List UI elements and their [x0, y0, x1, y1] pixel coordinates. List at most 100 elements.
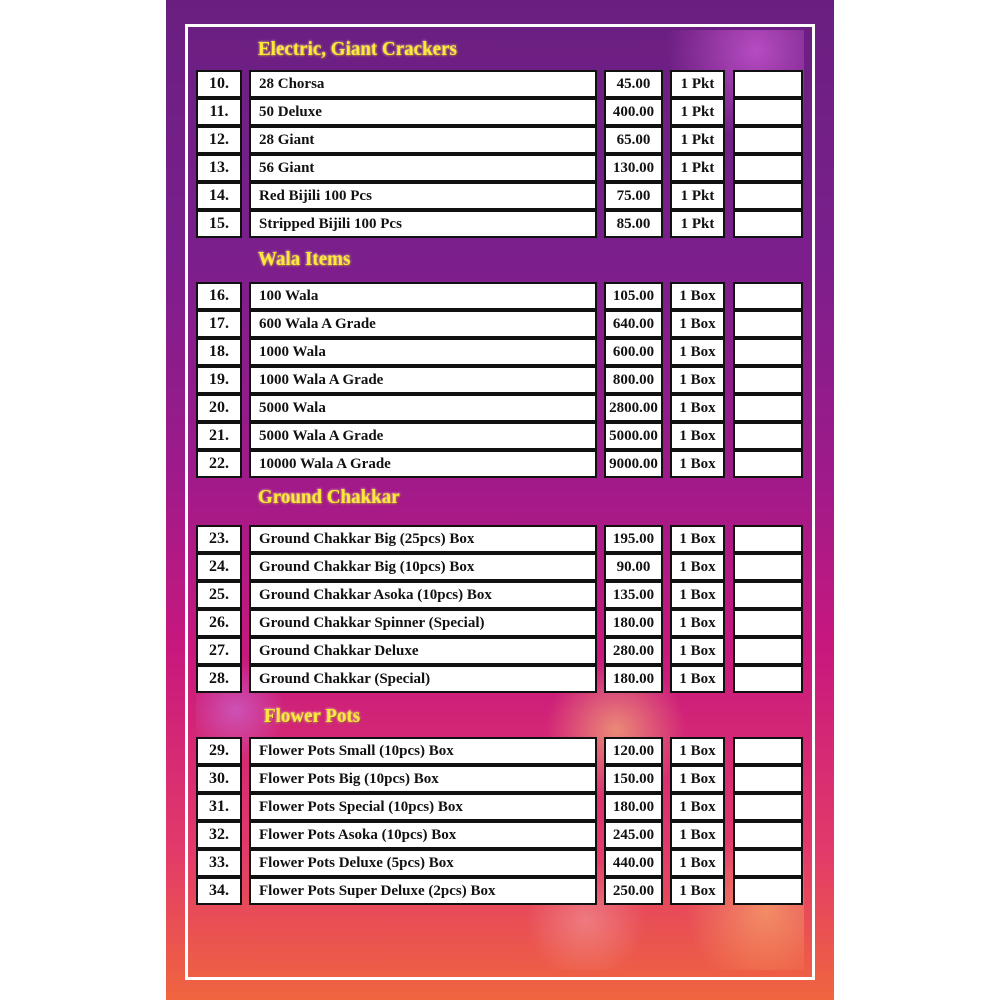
- item-number: 34.: [196, 877, 242, 905]
- item-unit: 1 Pkt: [670, 154, 725, 182]
- quantity-field[interactable]: [733, 553, 803, 581]
- item-number: 11.: [196, 98, 242, 126]
- item-number: 31.: [196, 793, 242, 821]
- section-title: Ground Chakkar: [258, 486, 400, 508]
- white-frame: [185, 24, 815, 980]
- quantity-field[interactable]: [733, 394, 803, 422]
- quantity-field[interactable]: [733, 821, 803, 849]
- item-unit: 1 Box: [670, 282, 725, 310]
- table-row: 22. 10000 Wala A Grade 9000.00 1 Box: [196, 450, 804, 478]
- item-price: 150.00: [604, 765, 663, 793]
- item-name: Ground Chakkar Asoka (10pcs) Box: [249, 581, 597, 609]
- table-row: 19. 1000 Wala A Grade 800.00 1 Box: [196, 366, 804, 394]
- item-name: 28 Chorsa: [249, 70, 597, 98]
- table-row: 26. Ground Chakkar Spinner (Special) 180.0…: [196, 609, 804, 637]
- item-name: Flower Pots Big (10pcs) Box: [249, 765, 597, 793]
- quantity-field[interactable]: [733, 422, 803, 450]
- item-unit: 1 Box: [670, 553, 725, 581]
- item-unit: 1 Box: [670, 394, 725, 422]
- item-unit: 1 Pkt: [670, 182, 725, 210]
- item-price: 105.00: [604, 282, 663, 310]
- item-number: 20.: [196, 394, 242, 422]
- item-unit: 1 Box: [670, 637, 725, 665]
- quantity-field[interactable]: [733, 665, 803, 693]
- table-row: 32. Flower Pots Asoka (10pcs) Box 245.00 1 …: [196, 821, 804, 849]
- quantity-field[interactable]: [733, 793, 803, 821]
- quantity-field[interactable]: [733, 210, 803, 238]
- item-unit: 1 Box: [670, 581, 725, 609]
- quantity-field[interactable]: [733, 366, 803, 394]
- item-number: 32.: [196, 821, 242, 849]
- quantity-field[interactable]: [733, 126, 803, 154]
- item-price: 5000.00: [604, 422, 663, 450]
- item-name: Ground Chakkar Big (10pcs) Box: [249, 553, 597, 581]
- item-price: 135.00: [604, 581, 663, 609]
- item-number: 12.: [196, 126, 242, 154]
- table-row: 24. Ground Chakkar Big (10pcs) Box 90.00 1 …: [196, 553, 804, 581]
- item-number: 14.: [196, 182, 242, 210]
- item-name: 600 Wala A Grade: [249, 310, 597, 338]
- table-row: 14. Red Bijili 100 Pcs 75.00 1 Pkt: [196, 182, 804, 210]
- item-unit: 1 Box: [670, 338, 725, 366]
- quantity-field[interactable]: [733, 338, 803, 366]
- quantity-field[interactable]: [733, 609, 803, 637]
- quantity-field[interactable]: [733, 765, 803, 793]
- section-title: Flower Pots: [264, 705, 361, 727]
- item-price: 180.00: [604, 665, 663, 693]
- quantity-field[interactable]: [733, 637, 803, 665]
- table-row: 18. 1000 Wala 600.00 1 Box: [196, 338, 804, 366]
- item-unit: 1 Pkt: [670, 126, 725, 154]
- item-number: 28.: [196, 665, 242, 693]
- quantity-field[interactable]: [733, 525, 803, 553]
- item-price: 400.00: [604, 98, 663, 126]
- quantity-field[interactable]: [733, 877, 803, 905]
- item-unit: 1 Box: [670, 849, 725, 877]
- quantity-field[interactable]: [733, 98, 803, 126]
- item-number: 19.: [196, 366, 242, 394]
- item-name: 5000 Wala: [249, 394, 597, 422]
- item-price: 180.00: [604, 609, 663, 637]
- item-number: 24.: [196, 553, 242, 581]
- item-number: 25.: [196, 581, 242, 609]
- item-unit: 1 Box: [670, 737, 725, 765]
- quantity-field[interactable]: [733, 849, 803, 877]
- item-unit: 1 Box: [670, 793, 725, 821]
- item-price: 250.00: [604, 877, 663, 905]
- table-row: 11. 50 Deluxe 400.00 1 Pkt: [196, 98, 804, 126]
- quantity-field[interactable]: [733, 70, 803, 98]
- item-price: 245.00: [604, 821, 663, 849]
- item-price: 600.00: [604, 338, 663, 366]
- item-unit: 1 Pkt: [670, 98, 725, 126]
- quantity-field[interactable]: [733, 154, 803, 182]
- quantity-field[interactable]: [733, 282, 803, 310]
- item-name: 5000 Wala A Grade: [249, 422, 597, 450]
- table-row: 31. Flower Pots Special (10pcs) Box 180.00…: [196, 793, 804, 821]
- quantity-field[interactable]: [733, 310, 803, 338]
- table-row: 33. Flower Pots Deluxe (5pcs) Box 440.00 1 …: [196, 849, 804, 877]
- quantity-field[interactable]: [733, 581, 803, 609]
- item-name: Ground Chakkar (Special): [249, 665, 597, 693]
- item-unit: 1 Pkt: [670, 70, 725, 98]
- table-row: 10. 28 Chorsa 45.00 1 Pkt: [196, 70, 804, 98]
- table-row: 16. 100 Wala 105.00 1 Box: [196, 282, 804, 310]
- item-unit: 1 Box: [670, 609, 725, 637]
- item-number: 17.: [196, 310, 242, 338]
- item-unit: 1 Box: [670, 366, 725, 394]
- item-number: 15.: [196, 210, 242, 238]
- item-number: 29.: [196, 737, 242, 765]
- item-name: Ground Chakkar Big (25pcs) Box: [249, 525, 597, 553]
- item-number: 33.: [196, 849, 242, 877]
- table-row: 29. Flower Pots Small (10pcs) Box 120.00 1 …: [196, 737, 804, 765]
- item-number: 18.: [196, 338, 242, 366]
- price-list-poster: Electric, Giant Crackers 10. 28 Chorsa 45.0…: [166, 0, 834, 1000]
- quantity-field[interactable]: [733, 737, 803, 765]
- item-name: 1000 Wala: [249, 338, 597, 366]
- quantity-field[interactable]: [733, 450, 803, 478]
- item-number: 21.: [196, 422, 242, 450]
- item-price: 195.00: [604, 525, 663, 553]
- quantity-field[interactable]: [733, 182, 803, 210]
- item-name: 100 Wala: [249, 282, 597, 310]
- item-name: 10000 Wala A Grade: [249, 450, 597, 478]
- item-price: 640.00: [604, 310, 663, 338]
